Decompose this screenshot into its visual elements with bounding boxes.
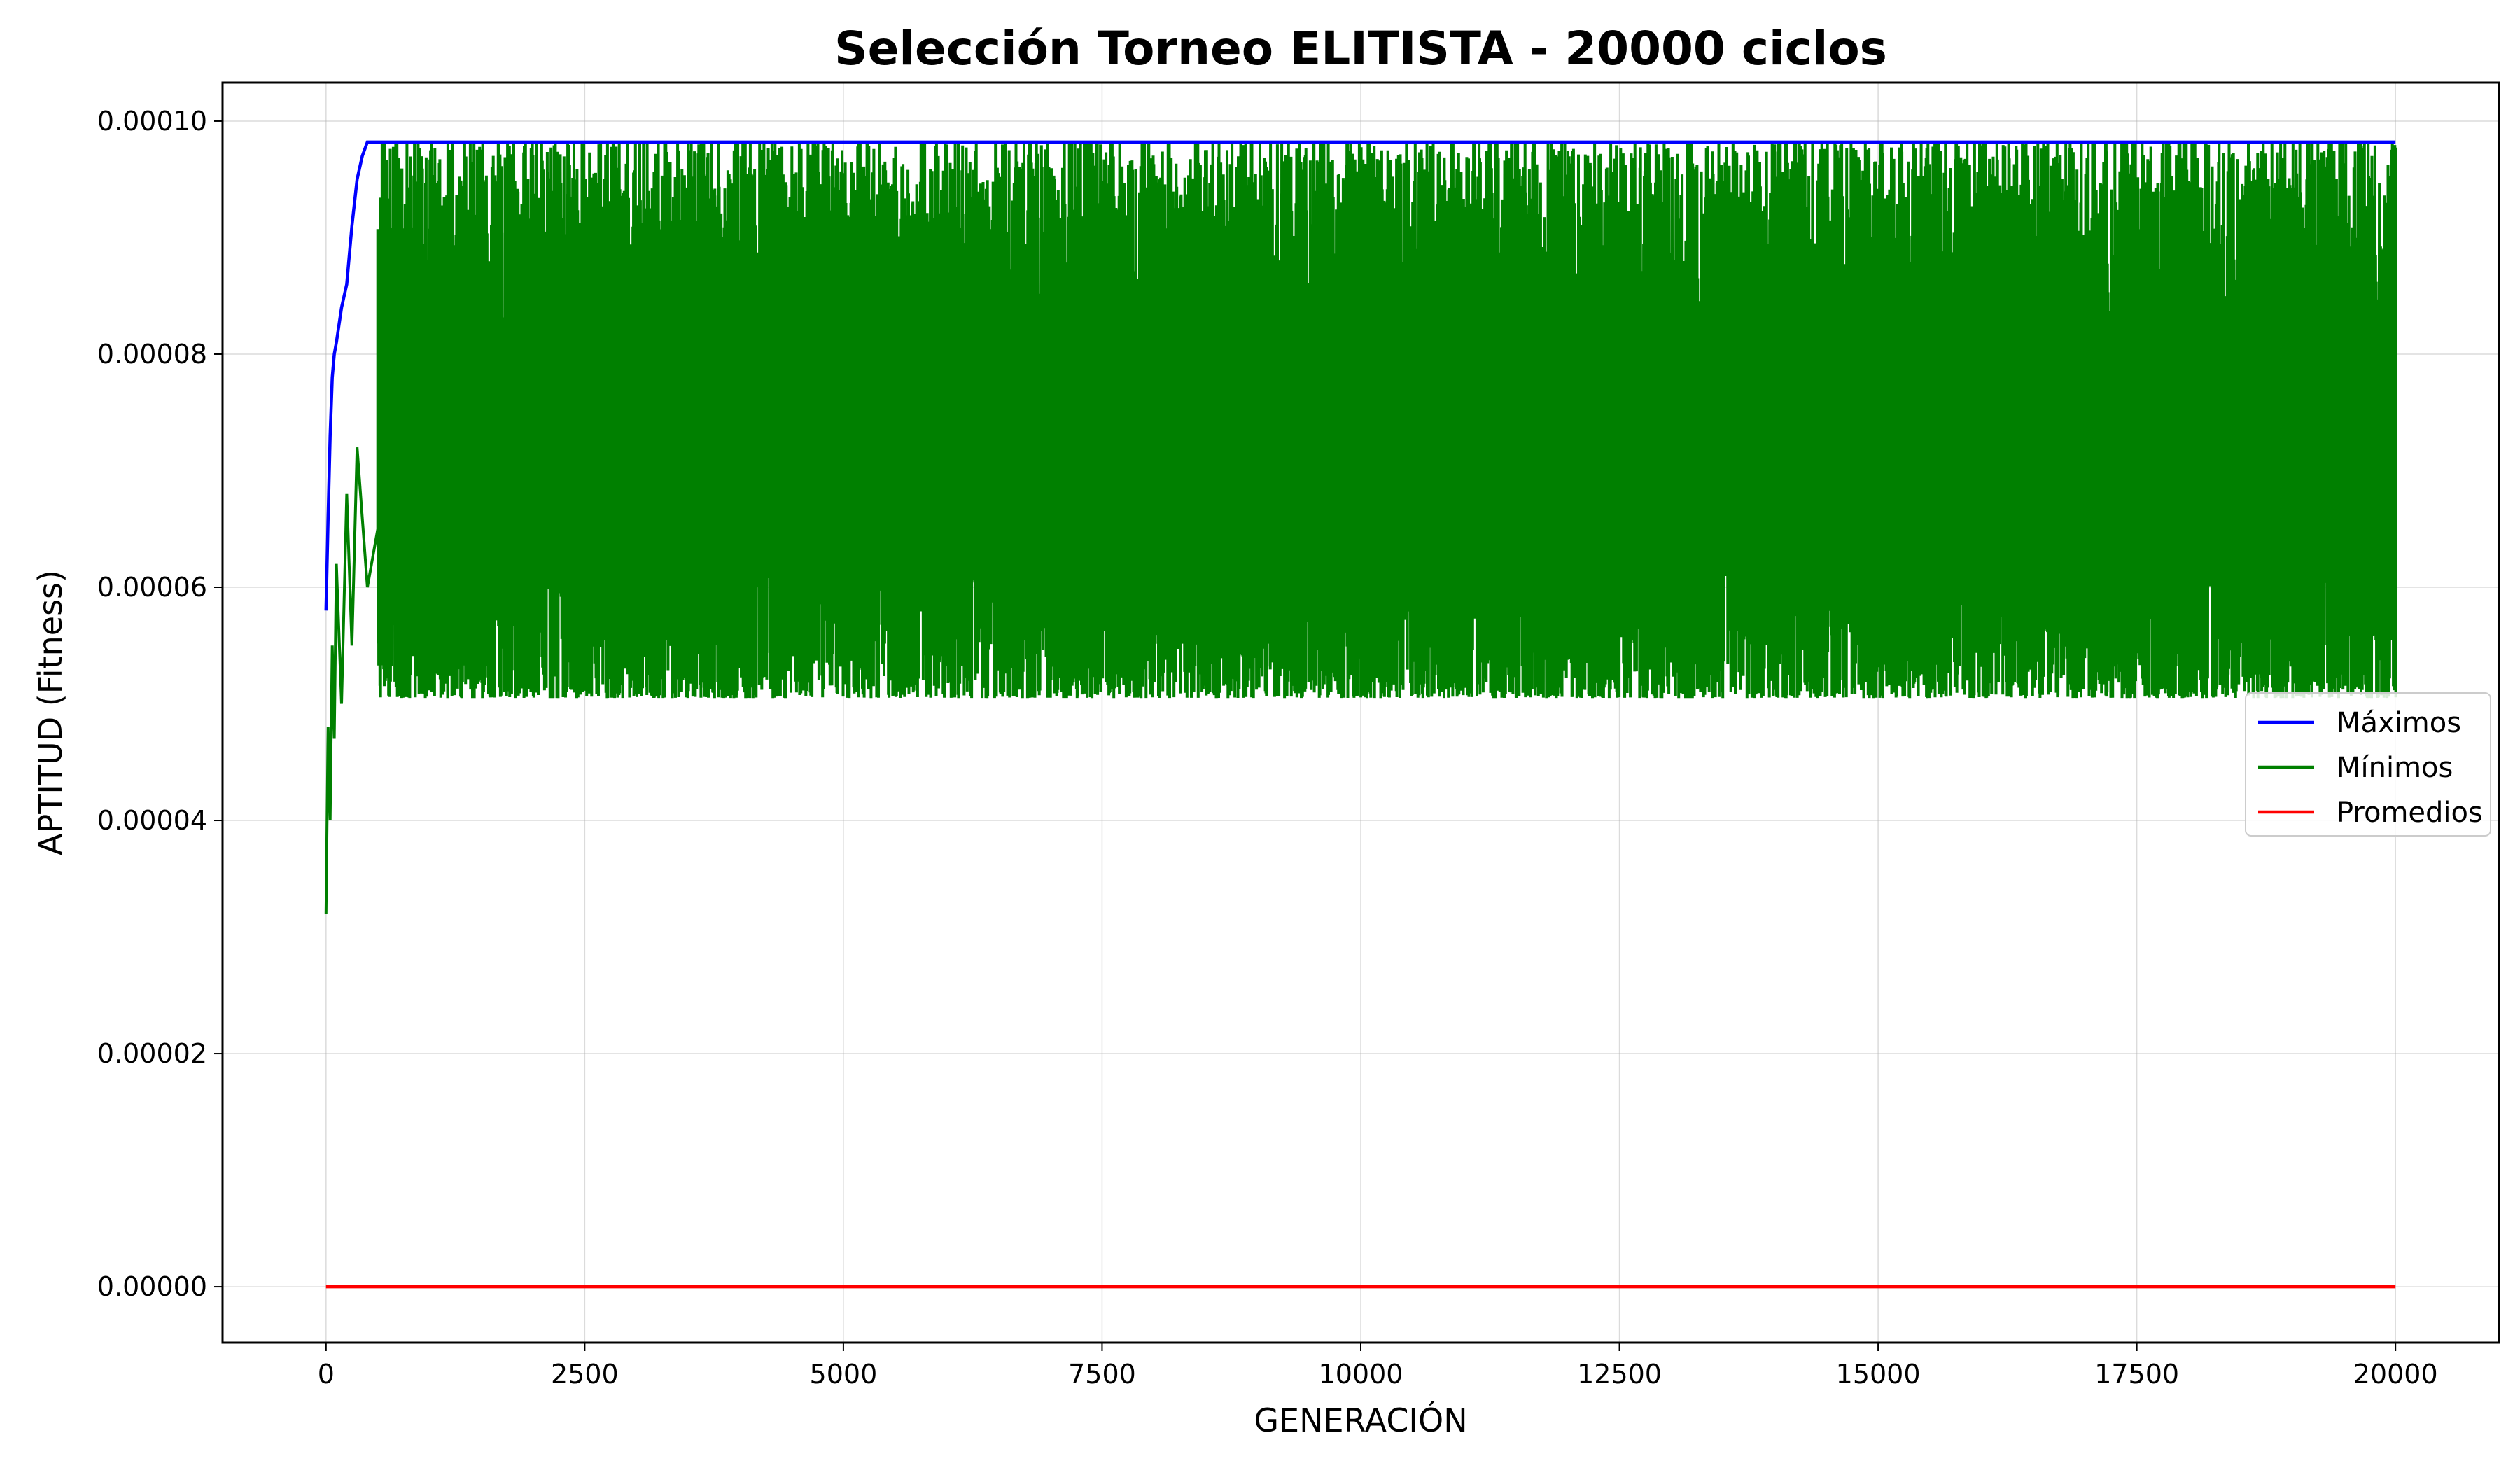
x-tick-label: 7500 bbox=[1068, 1359, 1136, 1390]
y-tick-label: 0.00010 bbox=[97, 106, 207, 136]
series-minimos-line bbox=[324, 141, 2398, 914]
plot-area bbox=[324, 140, 2398, 1289]
legend: Máximos Mínimos Promedios bbox=[2245, 692, 2491, 836]
series-maximos-line bbox=[324, 140, 2396, 611]
x-tick-label: 12500 bbox=[1577, 1359, 1662, 1390]
x-tick-label: 17500 bbox=[2094, 1359, 2179, 1390]
legend-label: Promedios bbox=[2337, 797, 2483, 829]
y-tick-label: 0.00000 bbox=[97, 1271, 207, 1302]
chart-title: Selección Torneo ELITISTA - 20000 ciclos bbox=[834, 22, 1887, 76]
legend-label: Mínimos bbox=[2337, 752, 2453, 784]
ticks: 0 2500 5000 7500 10000 12500 15000 17500 20000 0.… bbox=[97, 106, 2438, 1390]
y-tick-label: 0.00008 bbox=[97, 339, 207, 370]
x-tick-label: 2500 bbox=[551, 1359, 619, 1390]
x-tick-label: 20000 bbox=[2353, 1359, 2438, 1390]
y-axis-label: APTITUD (Fitness) bbox=[31, 570, 69, 855]
x-tick-label: 10000 bbox=[1319, 1359, 1404, 1390]
x-tick-label: 0 bbox=[318, 1359, 335, 1390]
x-tick-label: 15000 bbox=[1836, 1359, 1921, 1390]
x-tick-label: 5000 bbox=[810, 1359, 878, 1390]
legend-label: Máximos bbox=[2337, 707, 2461, 739]
y-tick-label: 0.00002 bbox=[97, 1038, 207, 1069]
y-tick-label: 0.00006 bbox=[97, 572, 207, 603]
legend-box bbox=[2245, 692, 2491, 836]
y-tick-label: 0.00004 bbox=[97, 805, 207, 836]
x-axis-label: GENERACIÓN bbox=[1254, 1401, 1467, 1439]
